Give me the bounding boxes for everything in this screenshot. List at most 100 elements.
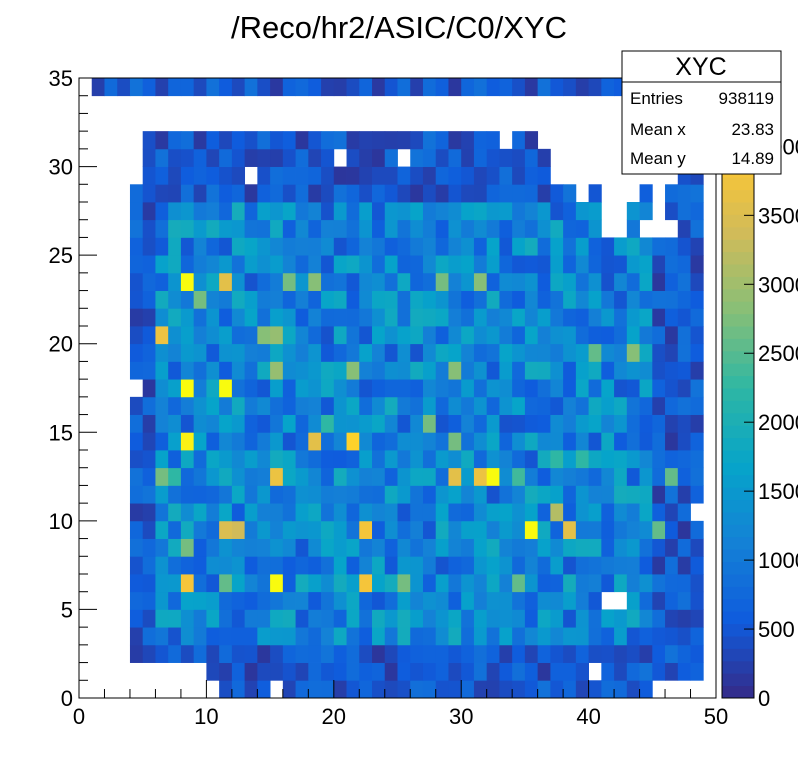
heatmap-cell xyxy=(142,184,156,203)
heatmap-cell xyxy=(180,131,195,150)
heatmap-cell xyxy=(690,591,704,610)
heatmap-cell xyxy=(639,432,653,451)
heatmap-cell xyxy=(448,326,462,345)
heatmap-cell xyxy=(397,343,411,362)
heatmap-cell xyxy=(512,414,526,433)
heatmap-cell xyxy=(665,591,679,610)
heatmap-cell xyxy=(524,237,539,256)
heatmap-cell xyxy=(563,237,577,256)
heatmap-cell xyxy=(550,414,564,433)
heatmap-cell xyxy=(422,361,437,380)
palette-band xyxy=(722,202,754,215)
heatmap-cell xyxy=(372,627,386,646)
heatmap-cell xyxy=(384,467,398,486)
heatmap-cell xyxy=(333,591,347,610)
heatmap-cell xyxy=(321,450,335,469)
heatmap-cell xyxy=(397,538,411,557)
heatmap-cell xyxy=(410,361,424,380)
palette-tick-label: 500 xyxy=(758,617,795,642)
heatmap-cell xyxy=(614,662,628,681)
heatmap-cell xyxy=(524,78,539,97)
palette-tick-label: 2500 xyxy=(758,341,798,366)
heatmap-cell xyxy=(333,78,347,97)
heatmap-cell xyxy=(193,78,207,97)
heatmap-cell xyxy=(129,556,144,575)
heatmap-cell xyxy=(308,680,322,699)
heatmap-cell xyxy=(168,644,182,663)
heatmap-cell xyxy=(524,556,539,575)
heatmap-cell xyxy=(244,396,258,415)
heatmap-cell xyxy=(104,78,118,97)
heatmap-cell xyxy=(435,520,449,539)
heatmap-cell xyxy=(333,556,347,575)
heatmap-cell xyxy=(563,662,577,681)
heatmap-cell xyxy=(257,680,271,699)
heatmap-cell xyxy=(512,556,526,575)
heatmap-cell xyxy=(575,556,589,575)
heatmap-cell xyxy=(129,361,144,380)
heatmap-cell xyxy=(359,308,373,327)
heatmap-cell xyxy=(346,450,360,469)
heatmap-cell xyxy=(690,450,704,469)
heatmap-cell xyxy=(473,361,488,380)
heatmap-cell xyxy=(333,272,347,291)
heatmap-cell xyxy=(193,396,207,415)
heatmap-cell xyxy=(257,609,271,628)
heatmap-cell xyxy=(550,361,564,380)
heatmap-cell xyxy=(397,131,411,150)
heatmap-cell xyxy=(473,272,488,291)
heatmap-cell xyxy=(677,485,691,504)
heatmap-cell xyxy=(690,627,704,646)
heatmap-cell xyxy=(473,627,488,646)
heatmap-cell xyxy=(168,503,182,522)
heatmap-cell xyxy=(512,485,526,504)
heatmap-cell xyxy=(257,503,271,522)
heatmap-cell xyxy=(601,503,615,522)
heatmap-cell xyxy=(321,219,335,238)
heatmap-cell xyxy=(308,520,322,539)
heatmap-cell xyxy=(359,290,373,309)
heatmap-cell xyxy=(448,78,462,97)
heatmap-cell xyxy=(588,450,602,469)
heatmap-cell xyxy=(270,308,284,327)
heatmap-cell xyxy=(257,308,271,327)
heatmap-cell xyxy=(690,343,704,362)
heatmap-cell xyxy=(257,237,271,256)
x-tick-label: 10 xyxy=(194,704,218,729)
heatmap-cell xyxy=(384,591,398,610)
heatmap-cell xyxy=(461,467,475,486)
heatmap-cell xyxy=(473,680,488,699)
heatmap-cell xyxy=(231,255,246,274)
heatmap-cell xyxy=(461,255,475,274)
heatmap-cell xyxy=(690,644,704,663)
heatmap-cell xyxy=(486,414,500,433)
heatmap-cell xyxy=(231,414,246,433)
heatmap-cell xyxy=(499,272,513,291)
heatmap-cell xyxy=(384,574,398,593)
heatmap-cell xyxy=(499,202,513,221)
heatmap-cell xyxy=(129,255,144,274)
heatmap-cell xyxy=(448,627,462,646)
heatmap-cell xyxy=(193,131,207,150)
heatmap-cell xyxy=(257,450,271,469)
heatmap-cell xyxy=(244,556,258,575)
heatmap-cell xyxy=(512,450,526,469)
heatmap-cell xyxy=(231,574,246,593)
heatmap-cell xyxy=(422,574,437,593)
heatmap-cell xyxy=(550,78,564,97)
heatmap-cell xyxy=(499,396,513,415)
heatmap-cell xyxy=(422,202,437,221)
heatmap-cell xyxy=(384,379,398,398)
heatmap-cell xyxy=(321,609,335,628)
heatmap-cell xyxy=(410,166,424,185)
heatmap-cell xyxy=(168,520,182,539)
heatmap-cell xyxy=(321,396,335,415)
heatmap-cell xyxy=(308,272,322,291)
heatmap-cell xyxy=(639,308,653,327)
heatmap-cell xyxy=(257,148,271,167)
heatmap-cell xyxy=(524,308,539,327)
heatmap-cell xyxy=(282,538,296,557)
heatmap-cell xyxy=(499,237,513,256)
heatmap-cell xyxy=(142,644,156,663)
heatmap-cell xyxy=(155,627,169,646)
